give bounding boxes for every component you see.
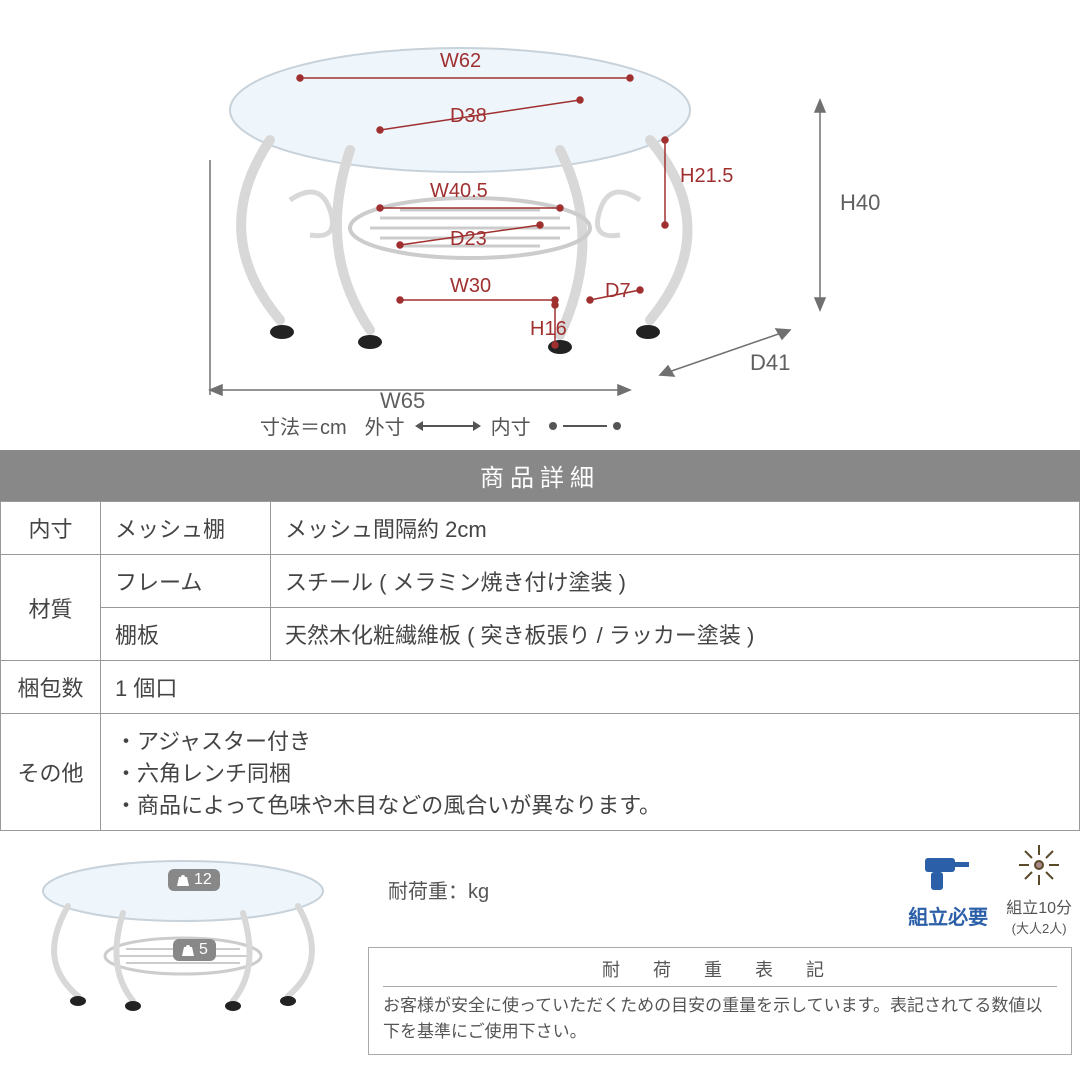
cell-frame-value: スチール ( メラミン焼き付け塗装 ) <box>271 555 1080 608</box>
legend-outer: 外寸 <box>365 411 405 440</box>
weight-top-value: 12 <box>194 871 212 889</box>
cell-inner-label: 内寸 <box>1 502 101 555</box>
dim-w405: W40.5 <box>430 180 488 203</box>
dim-h40: H40 <box>840 190 880 216</box>
legend-inner: 内寸 <box>491 411 531 440</box>
dimension-diagram: W62 D38 W40.5 D23 W30 D7 H16 H21.5 W65 D… <box>0 0 1080 450</box>
cell-frame-label: フレーム <box>101 555 271 608</box>
load-illustration: 12 5 <box>8 841 358 1011</box>
weight-shelf-value: 5 <box>199 941 208 959</box>
load-note-box: 耐 荷 重 表 記 お客様が安全に使っていただくための目安の重量を示しています。… <box>368 947 1072 1055</box>
note-title: 耐 荷 重 表 記 <box>383 956 1057 987</box>
dim-d23: D23 <box>450 228 487 251</box>
weight-top: 12 <box>168 869 220 891</box>
table-row: 材質 フレーム スチール ( メラミン焼き付け塗装 ) <box>1 555 1080 608</box>
dim-d38: D38 <box>450 105 487 128</box>
dim-d7: D7 <box>605 280 631 303</box>
assembly-label: 組立必要 <box>908 901 988 930</box>
table-row: その他 ・アジャスター付き ・六角レンチ同梱 ・商品によって色味や木目などの風合… <box>1 714 1080 831</box>
assembly-block: 組立必要 <box>908 848 988 930</box>
cell-pack-label: 梱包数 <box>1 661 101 714</box>
cell-other-label: その他 <box>1 714 101 831</box>
dim-w62: W62 <box>440 50 481 73</box>
dim-d41: D41 <box>750 350 790 376</box>
dim-w30: W30 <box>450 275 491 298</box>
time-block: 組立10分 (大人2人) <box>1006 841 1072 937</box>
other-line: ・六角レンチ同梱 <box>115 756 1065 788</box>
dim-h215: H21.5 <box>680 165 733 188</box>
cell-material-label: 材質 <box>1 555 101 661</box>
other-line: ・アジャスター付き <box>115 724 1065 756</box>
dim-h16: H16 <box>530 318 567 341</box>
spec-table: 内寸 メッシュ棚 メッシュ間隔約 2cm 材質 フレーム スチール ( メラミン… <box>0 501 1080 831</box>
icon-row: 耐荷重：kg 組立必要 <box>368 841 1072 937</box>
cell-board-label: 棚板 <box>101 608 271 661</box>
bottom-area: 12 5 耐荷重：kg 組立必要 <box>0 831 1080 1055</box>
time-title: 組立10分 <box>1006 894 1072 918</box>
cell-pack-value: 1 個口 <box>101 661 1080 714</box>
table-row: 梱包数 1 個口 <box>1 661 1080 714</box>
cell-other-value: ・アジャスター付き ・六角レンチ同梱 ・商品によって色味や木目などの風合いが異な… <box>101 714 1080 831</box>
load-label: 耐荷重：kg <box>388 875 489 904</box>
cell-mesh-label: メッシュ棚 <box>101 502 271 555</box>
cell-board-value: 天然木化粧繊維板 ( 突き板張り / ラッカー塗装 ) <box>271 608 1080 661</box>
details-header: 商品詳細 <box>0 450 1080 501</box>
table-row: 棚板 天然木化粧繊維板 ( 突き板張り / ラッカー塗装 ) <box>1 608 1080 661</box>
time-sub: (大人2人) <box>1006 918 1072 937</box>
legend-unit: 寸法＝cm <box>260 411 347 440</box>
note-text: お客様が安全に使っていただくための目安の重量を示しています。表記されてる数値以下… <box>383 993 1057 1044</box>
weight-shelf: 5 <box>173 939 216 961</box>
cell-mesh-value: メッシュ間隔約 2cm <box>271 502 1080 555</box>
burst-icon <box>1014 841 1064 889</box>
table-row: 内寸 メッシュ棚 メッシュ間隔約 2cm <box>1 502 1080 555</box>
other-line: ・商品によって色味や木目などの風合いが異なります。 <box>115 788 1065 820</box>
diagram-svg <box>0 0 1080 450</box>
dimension-legend: 寸法＝cm 外寸 内寸 <box>260 411 621 440</box>
drill-icon <box>919 848 977 896</box>
